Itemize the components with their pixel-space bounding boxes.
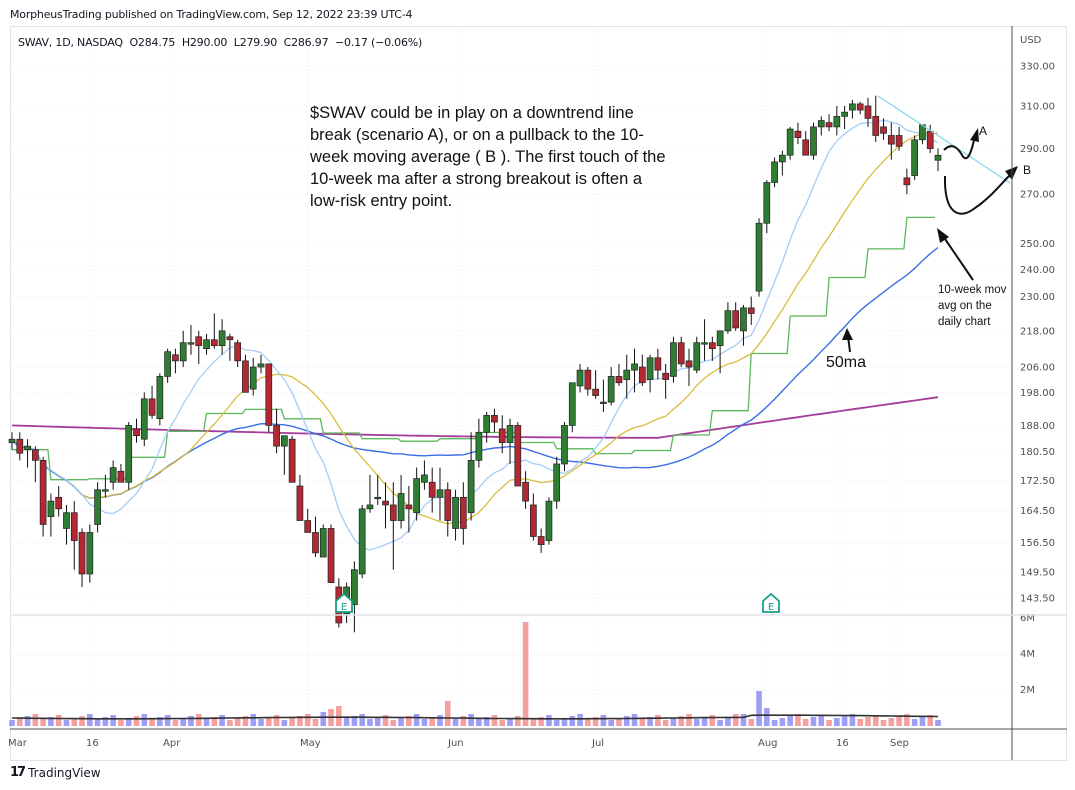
published-info: MorpheusTrading published on TradingView… [10,8,413,21]
svg-text:2M: 2M [1020,685,1035,696]
svg-text:Aug: Aug [758,738,778,749]
label-10-week-ma: 10-week mov avg on the daily chart [938,284,1007,328]
svg-text:188.00: 188.00 [1020,421,1055,432]
svg-text:E: E [768,602,774,613]
svg-text:Jul: Jul [591,738,604,749]
svg-text:206.00: 206.00 [1020,363,1055,374]
svg-text:USD: USD [1020,35,1042,46]
symbol-legend: SWAV, 1D, NASDAQ O284.75 H290.00 L279.90… [18,36,422,49]
svg-text:290.00: 290.00 [1020,144,1055,155]
earnings-marker[interactable]: E [762,592,780,613]
svg-text:Mar: Mar [8,738,28,749]
candlesticks [8,95,942,633]
price-axis: USD 330.00 310.00 290.00 270.00 250.00 240.00 2… [1020,35,1055,605]
volume-bars [9,622,941,726]
svg-text:270.00: 270.00 [1020,190,1055,201]
svg-text:4M: 4M [1020,649,1035,660]
svg-text:218.00: 218.00 [1020,326,1055,337]
label-scenario-a: A [979,124,988,138]
high-value: H290.00 [181,36,228,49]
symbol-info: SWAV, 1D, NASDAQ [18,36,123,49]
svg-text:330.00: 330.00 [1020,62,1055,73]
earnings-marker[interactable]: E [335,592,353,613]
volume-axis: 6M 4M 2M [1020,613,1035,696]
svg-text:143.50: 143.50 [1020,594,1055,605]
svg-text:Jun: Jun [447,738,464,749]
svg-text:Sep: Sep [890,738,909,749]
svg-text:240.00: 240.00 [1020,265,1055,276]
svg-text:6M: 6M [1020,613,1035,624]
svg-text:156.50: 156.50 [1020,538,1055,549]
svg-text:16: 16 [86,738,99,749]
low-value: L279.90 [233,36,277,49]
svg-text:149.50: 149.50 [1020,567,1055,578]
svg-text:172.50: 172.50 [1020,476,1055,487]
svg-text:E: E [341,602,347,613]
change-value: −0.17 (−0.06%) [334,36,423,49]
svg-text:180.50: 180.50 [1020,447,1055,458]
label-scenario-b: B [1023,163,1032,177]
tradingview-logo-icon: 17 [10,765,26,780]
svg-text:May: May [300,738,321,749]
open-value: O284.75 [129,36,176,49]
close-value: C286.97 [283,36,329,49]
label-50ma: 50ma [826,354,867,371]
svg-text:198.00: 198.00 [1020,388,1055,399]
svg-text:250.00: 250.00 [1020,239,1055,250]
svg-text:Apr: Apr [163,738,181,749]
tradingview-logo[interactable]: 17 TradingView [10,765,101,780]
time-axis: Mar 16 Apr May Jun Jul Aug 16 Sep [8,738,909,749]
moving-averages [11,119,939,551]
svg-text:310.00: 310.00 [1020,101,1055,112]
analysis-note: $SWAV could be in play on a downtrend li… [310,104,666,210]
chart-frame [10,26,1067,761]
svg-text:16: 16 [836,738,849,749]
tradingview-brand: TradingView [28,765,101,780]
svg-text:164.50: 164.50 [1020,506,1055,517]
svg-text:230.00: 230.00 [1020,292,1055,303]
